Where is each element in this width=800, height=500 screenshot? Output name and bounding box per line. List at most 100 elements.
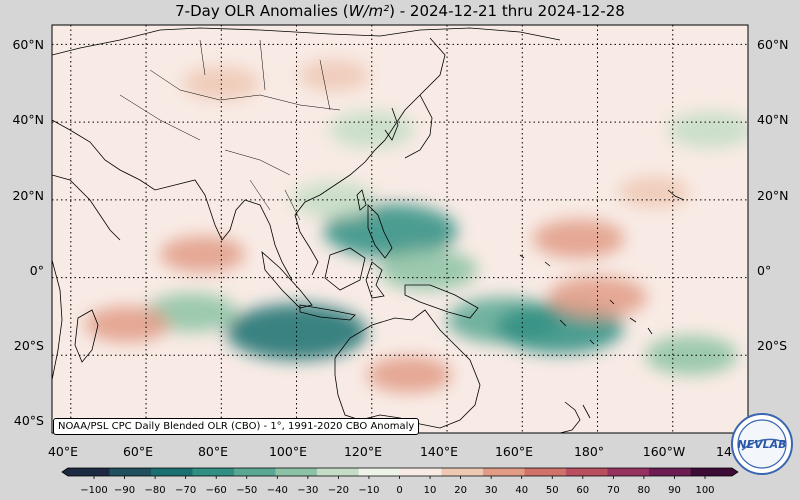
anomaly-region-2 xyxy=(378,249,478,291)
coastline-pacific-islands xyxy=(519,189,685,345)
lon-label-160e: 160°E xyxy=(495,444,533,459)
anomaly-region-10 xyxy=(159,236,245,273)
lat-label-right-40n: 40°N xyxy=(757,112,789,127)
colorbar-tick-label: 30 xyxy=(485,485,498,496)
anomaly-region-0 xyxy=(323,203,458,258)
coastline-sulawesi xyxy=(365,261,385,299)
colorbar-tick-label: 80 xyxy=(638,485,651,496)
lon-label-140e: 140°E xyxy=(420,444,458,459)
anomaly-region-11 xyxy=(532,219,625,259)
coastline-new-guinea xyxy=(404,284,479,319)
colorbar-tick-label: 70 xyxy=(607,485,620,496)
colorbar-segment xyxy=(109,468,152,476)
coastline-africa xyxy=(52,259,63,381)
map-title: 7-Day OLR Anomalies (W/m²) - 2024-12-21 … xyxy=(0,0,800,22)
lat-label-left-40s: 40°S xyxy=(14,413,44,428)
coastline-taiwan xyxy=(356,189,367,211)
source-note: NOAA/PSL CPC Daily Blended OLR (CBO) - 1… xyxy=(53,418,420,435)
colorbar-tick-label: −60 xyxy=(206,485,227,496)
colorbar-segment xyxy=(690,468,733,476)
lon-label-100e: 100°E xyxy=(269,444,307,459)
colorbar-tick-label: −100 xyxy=(80,485,107,496)
colorbar-tick-label: 40 xyxy=(515,485,528,496)
lat-label-right-60n: 60°N xyxy=(757,37,789,52)
coastline-asia-north xyxy=(52,27,561,56)
colorbar-tick-label: 20 xyxy=(454,485,467,496)
colorbar-tick-label: −70 xyxy=(175,485,196,496)
coastline-korea xyxy=(384,107,399,141)
colorbar-tick-label: −20 xyxy=(328,485,349,496)
anomaly-region-16 xyxy=(182,66,261,101)
lon-label-140w-partial: 14 xyxy=(716,444,732,459)
coastline-japan xyxy=(404,94,433,159)
logo-swoosh xyxy=(741,438,785,451)
anomaly-region-1 xyxy=(291,181,377,219)
colorbar-segment xyxy=(483,468,525,476)
coastline-new-zealand xyxy=(559,401,591,433)
colorbar-tick-label: −10 xyxy=(358,485,379,496)
coastline-sumatra xyxy=(261,250,313,309)
colorbar-segment xyxy=(358,468,401,476)
colorbar-tick-label: −80 xyxy=(145,485,166,496)
coastline-australia xyxy=(334,309,481,429)
coastline-east-asia xyxy=(294,37,446,276)
colorbar-segment xyxy=(524,468,567,476)
lat-labels-left: 60°N 40°N 20°N 0° 20°S 40°S xyxy=(12,37,44,428)
anomaly-region-17 xyxy=(298,59,370,92)
nevlab-logo: NEVLAB xyxy=(731,413,793,475)
graticule xyxy=(52,25,748,434)
colorbar-segment xyxy=(275,468,318,476)
anomaly-region-8 xyxy=(667,111,748,149)
logo-ring-inner xyxy=(737,419,787,469)
colorbar-tick-label: 60 xyxy=(576,485,589,496)
colorbar-ticks: −100 −90 −80 −70 −60 −50 −40 −30 −20 −10 0 10 20 30 40… xyxy=(80,476,715,496)
lat-label-left-eq: 0° xyxy=(30,263,44,278)
title-unit: W/m² xyxy=(348,2,390,20)
lat-labels-right: 60°N 40°N 20°N 0° 20°S xyxy=(757,37,789,353)
anomaly-region-12 xyxy=(548,276,648,318)
colorbar-segment xyxy=(400,468,442,476)
lat-label-right-20s: 20°S xyxy=(757,338,787,353)
colorbar-segment xyxy=(441,468,484,476)
country-borders xyxy=(119,39,341,221)
lat-label-left-20n: 20°N xyxy=(12,188,44,203)
colorbar-tick-label: 50 xyxy=(546,485,559,496)
lon-label-80e: 80°E xyxy=(198,444,228,459)
colorbar-segment xyxy=(192,468,235,476)
colorbar-tick-label: 100 xyxy=(695,485,714,496)
colorbar-extend-high xyxy=(732,468,738,476)
colorbar-tick-label: −30 xyxy=(297,485,318,496)
coastline-borneo xyxy=(324,247,366,291)
colorbar-segment xyxy=(607,468,650,476)
coastline-java xyxy=(299,304,356,321)
colorbar: −100 −90 −80 −70 −60 −50 −40 −30 −20 −10 0 10 20 30 40… xyxy=(61,467,739,496)
lon-label-60e: 60°E xyxy=(123,444,153,459)
colorbar-tick-label: 90 xyxy=(668,485,681,496)
colorbar-segment xyxy=(649,468,691,476)
colorbar-tick-label: −40 xyxy=(267,485,288,496)
coastlines xyxy=(52,27,685,433)
coastline-south-asia xyxy=(52,119,293,281)
lat-label-left-20s: 20°S xyxy=(14,338,44,353)
colorbar-segment xyxy=(234,468,276,476)
colorbar-segment xyxy=(68,468,110,476)
lat-label-right-eq: 0° xyxy=(757,263,771,278)
coastline-madagascar xyxy=(74,309,99,363)
colorbar-tick-label: −50 xyxy=(236,485,257,496)
colorbar-segments xyxy=(62,468,738,476)
logo-text: NEVLAB xyxy=(737,438,786,451)
colorbar-segment xyxy=(151,468,193,476)
lon-label-180: 180° xyxy=(574,444,604,459)
anomaly-region-14 xyxy=(618,176,690,208)
colorbar-tick-label: 0 xyxy=(396,485,402,496)
lat-label-left-60n: 60°N xyxy=(12,37,44,52)
lat-label-left-40n: 40°N xyxy=(12,112,44,127)
colorbar-extend-low xyxy=(62,468,68,476)
coastline-philippines xyxy=(367,204,393,259)
title-prefix: 7-Day OLR Anomalies ( xyxy=(175,2,349,20)
coastline-arabia xyxy=(52,174,121,241)
lon-label-160w: 160°W xyxy=(643,444,685,459)
colorbar-tick-label: 10 xyxy=(424,485,437,496)
lon-labels: 40°E 60°E 80°E 100°E 120°E 140°E 160°E 1… xyxy=(48,444,732,459)
